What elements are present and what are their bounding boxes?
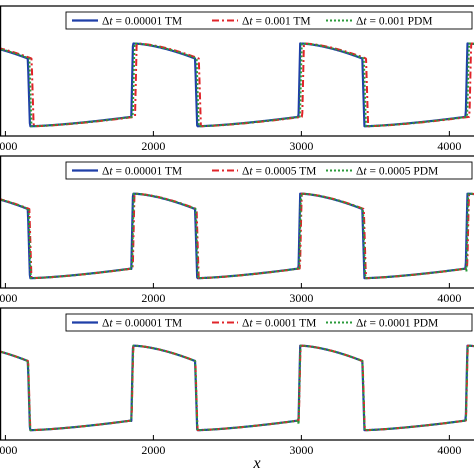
x-axis-label: x — [252, 455, 260, 472]
series-line-2-3 — [0, 192, 474, 280]
legend-label-2-1: Δt = 0.00001 TM — [102, 166, 182, 178]
legend-label-1-1: Δt = 0.00001 TM — [102, 16, 182, 28]
x-tick-label-1-4: 4000 — [437, 139, 461, 153]
x-tick-label-2-3: 3000 — [289, 291, 313, 305]
legend-2: Δt = 0.00001 TM Δt = 0.0005 TM Δt = 0.0005… — [65, 161, 473, 180]
legend-box-1 — [65, 11, 473, 30]
legend-label-1-2: Δt = 0.001 TM — [242, 16, 311, 28]
legend-label-3-2: Δt = 0.0001 TM — [242, 318, 316, 330]
legend-label-3-1: Δt = 0.00001 TM — [102, 318, 182, 330]
x-tick-label-1-1: 1000 — [0, 139, 17, 153]
legend-1: Δt = 0.00001 TM Δt = 0.001 TM Δt = 0.001 P… — [65, 11, 473, 30]
legend-3: Δt = 0.00001 TM Δt = 0.0001 TM Δt = 0.0001… — [65, 313, 473, 332]
x-tick-label-3-2: 2000 — [141, 443, 165, 457]
series-line-2-2 — [0, 192, 474, 280]
series-line-1-3 — [0, 42, 474, 128]
series-line-2-1 — [0, 192, 474, 280]
x-tick-label-2-1: 1000 — [0, 291, 17, 305]
x-tick-label-3-4: 4000 — [437, 443, 461, 457]
legend-box-3 — [65, 313, 473, 332]
legend-label-2-2: Δt = 0.0005 TM — [242, 166, 316, 178]
legend-label-1-3: Δt = 0.001 PDM — [356, 16, 433, 28]
series-line-3-2 — [0, 344, 474, 432]
series-line-3-3 — [0, 344, 474, 432]
x-tick-label-2-4: 4000 — [437, 291, 461, 305]
x-tick-label-1-3: 3000 — [289, 139, 313, 153]
series-line-3-1 — [0, 344, 474, 432]
x-tick-label-2-2: 2000 — [141, 291, 165, 305]
series-line-1-2 — [0, 42, 474, 128]
x-tick-label-3-1: 1000 — [0, 443, 17, 457]
legend-label-2-3: Δt = 0.0005 PDM — [356, 166, 438, 178]
legend-label-3-3: Δt = 0.0001 PDM — [356, 318, 438, 330]
legend-box-2 — [65, 161, 473, 180]
x-tick-label-1-2: 2000 — [141, 139, 165, 153]
series-line-1-1 — [0, 42, 474, 128]
x-tick-label-3-3: 3000 — [289, 443, 313, 457]
